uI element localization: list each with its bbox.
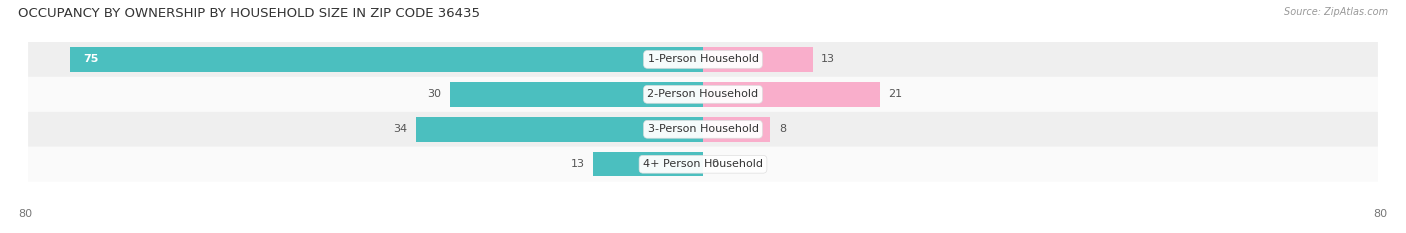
Bar xyxy=(450,82,703,107)
Text: 30: 30 xyxy=(427,89,441,99)
Text: 2-Person Household: 2-Person Household xyxy=(647,89,759,99)
Text: OCCUPANCY BY OWNERSHIP BY HOUSEHOLD SIZE IN ZIP CODE 36435: OCCUPANCY BY OWNERSHIP BY HOUSEHOLD SIZE… xyxy=(18,7,481,20)
Text: 75: 75 xyxy=(83,55,98,64)
Text: 80: 80 xyxy=(1374,209,1388,219)
Text: 13: 13 xyxy=(571,159,585,169)
FancyBboxPatch shape xyxy=(28,112,1378,147)
Bar xyxy=(593,152,703,177)
FancyBboxPatch shape xyxy=(28,42,1378,77)
Text: 34: 34 xyxy=(394,124,408,134)
Text: Source: ZipAtlas.com: Source: ZipAtlas.com xyxy=(1284,7,1388,17)
Text: 21: 21 xyxy=(889,89,903,99)
Bar xyxy=(703,117,770,141)
Text: 0: 0 xyxy=(711,159,718,169)
Text: 13: 13 xyxy=(821,55,835,64)
Bar xyxy=(70,47,703,72)
FancyBboxPatch shape xyxy=(28,77,1378,112)
Bar xyxy=(416,117,703,141)
FancyBboxPatch shape xyxy=(28,147,1378,182)
Bar xyxy=(703,47,813,72)
Text: 4+ Person Household: 4+ Person Household xyxy=(643,159,763,169)
Bar xyxy=(703,82,880,107)
Text: 80: 80 xyxy=(18,209,32,219)
Text: 8: 8 xyxy=(779,124,786,134)
Text: 1-Person Household: 1-Person Household xyxy=(648,55,758,64)
Text: 3-Person Household: 3-Person Household xyxy=(648,124,758,134)
